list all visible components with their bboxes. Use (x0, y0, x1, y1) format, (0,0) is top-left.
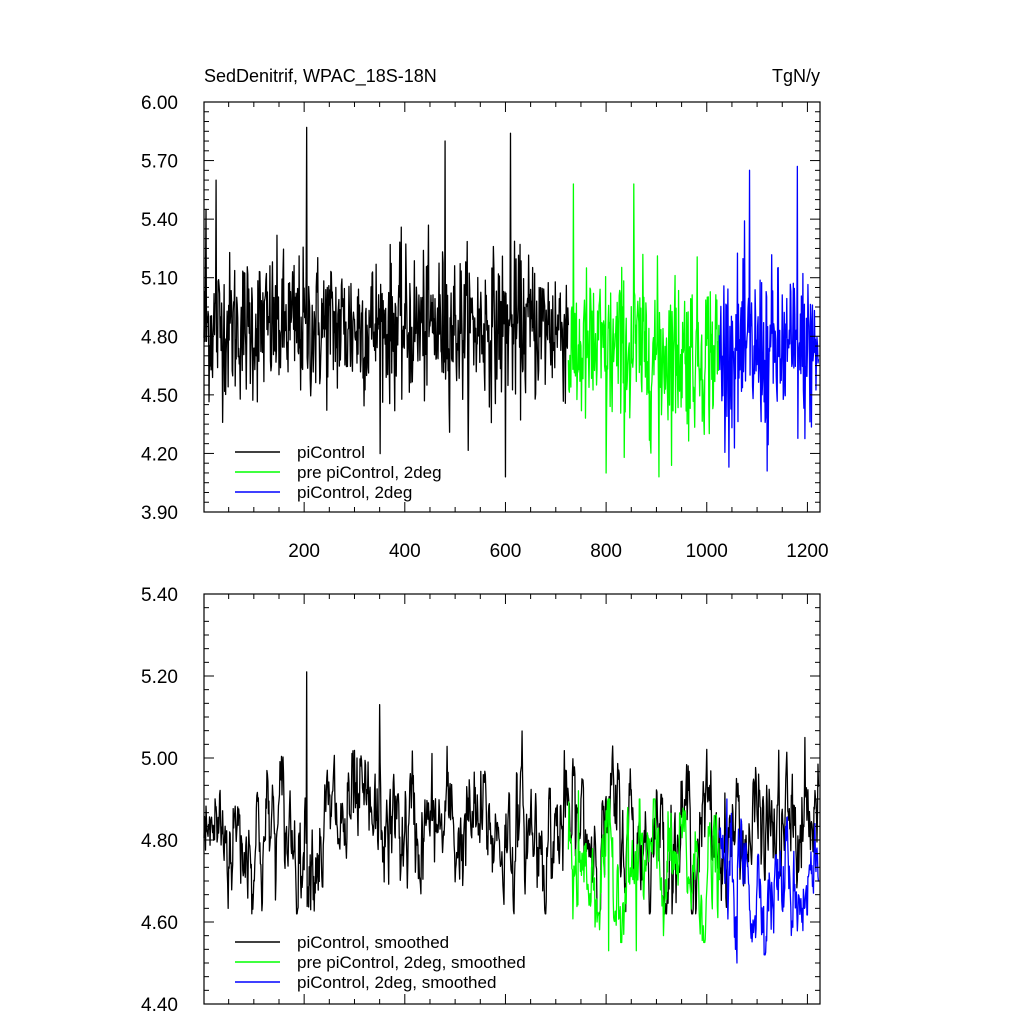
bottom-legend-label-0: piControl, smoothed (297, 933, 449, 952)
top-xtick-label: 800 (590, 541, 622, 562)
top-legend-label-0: piControl (297, 443, 365, 462)
top-xtick-label: 400 (389, 541, 421, 562)
bottom-series-line-1 (567, 790, 720, 952)
top-series-group (203, 126, 820, 478)
bottom-ytick-label: 4.40 (141, 995, 178, 1016)
top-panel: SedDenitrif, WPAC_18S-18N TgN/y 3.90 4.20… (141, 66, 829, 562)
top-ytick-label: 5.40 (141, 210, 178, 231)
top-legend-label-2: piControl, 2deg (297, 483, 412, 502)
top-ytick-label: 4.20 (141, 444, 178, 465)
bottom-ytick-label: 5.00 (141, 749, 178, 770)
top-ytick-label: 6.00 (141, 93, 178, 114)
bottom-ytick-label: 4.80 (141, 831, 178, 852)
top-series-line-1 (567, 183, 720, 478)
top-legend-label-1: pre piControl, 2deg (297, 463, 442, 482)
bottom-ytick-label: 4.60 (141, 913, 178, 934)
top-chart-units: TgN/y (772, 66, 820, 86)
top-ytick-label: 5.10 (141, 269, 178, 290)
bottom-series-line-2 (718, 798, 820, 964)
top-xtick-label: 1000 (686, 541, 728, 562)
top-ytick-label: 5.70 (141, 152, 178, 173)
top-chart-title: SedDenitrif, WPAC_18S-18N (204, 66, 437, 87)
bottom-legend-label-2: piControl, 2deg, smoothed (297, 973, 496, 992)
top-xtick-label: 200 (288, 541, 320, 562)
top-xtick-label: 1200 (786, 541, 828, 562)
bottom-series-group (203, 671, 820, 964)
bottom-ytick-label: 5.20 (141, 667, 178, 688)
bottom-legend-label-1: pre piControl, 2deg, smoothed (297, 953, 526, 972)
top-ytick-label: 4.50 (141, 386, 178, 407)
top-ytick-label: 4.80 (141, 327, 178, 348)
bottom-ytick-label: 5.40 (141, 585, 178, 606)
bottom-panel: 4.40 4.60 4.80 5.00 5.20 5.40 piControl, smoo… (141, 585, 821, 1016)
top-series-line-0 (203, 126, 570, 478)
top-axis-ticks: 3.90 4.20 4.50 4.80 5.10 5.40 5.70 6.00 200 400 60… (141, 93, 829, 562)
bottom-axis-ticks: 4.40 4.60 4.80 5.00 5.20 5.40 (141, 585, 820, 1016)
top-ytick-label: 3.90 (141, 503, 178, 524)
top-xtick-label: 600 (490, 541, 522, 562)
bottom-series-line-0 (203, 671, 820, 915)
top-series-line-2 (718, 165, 820, 472)
